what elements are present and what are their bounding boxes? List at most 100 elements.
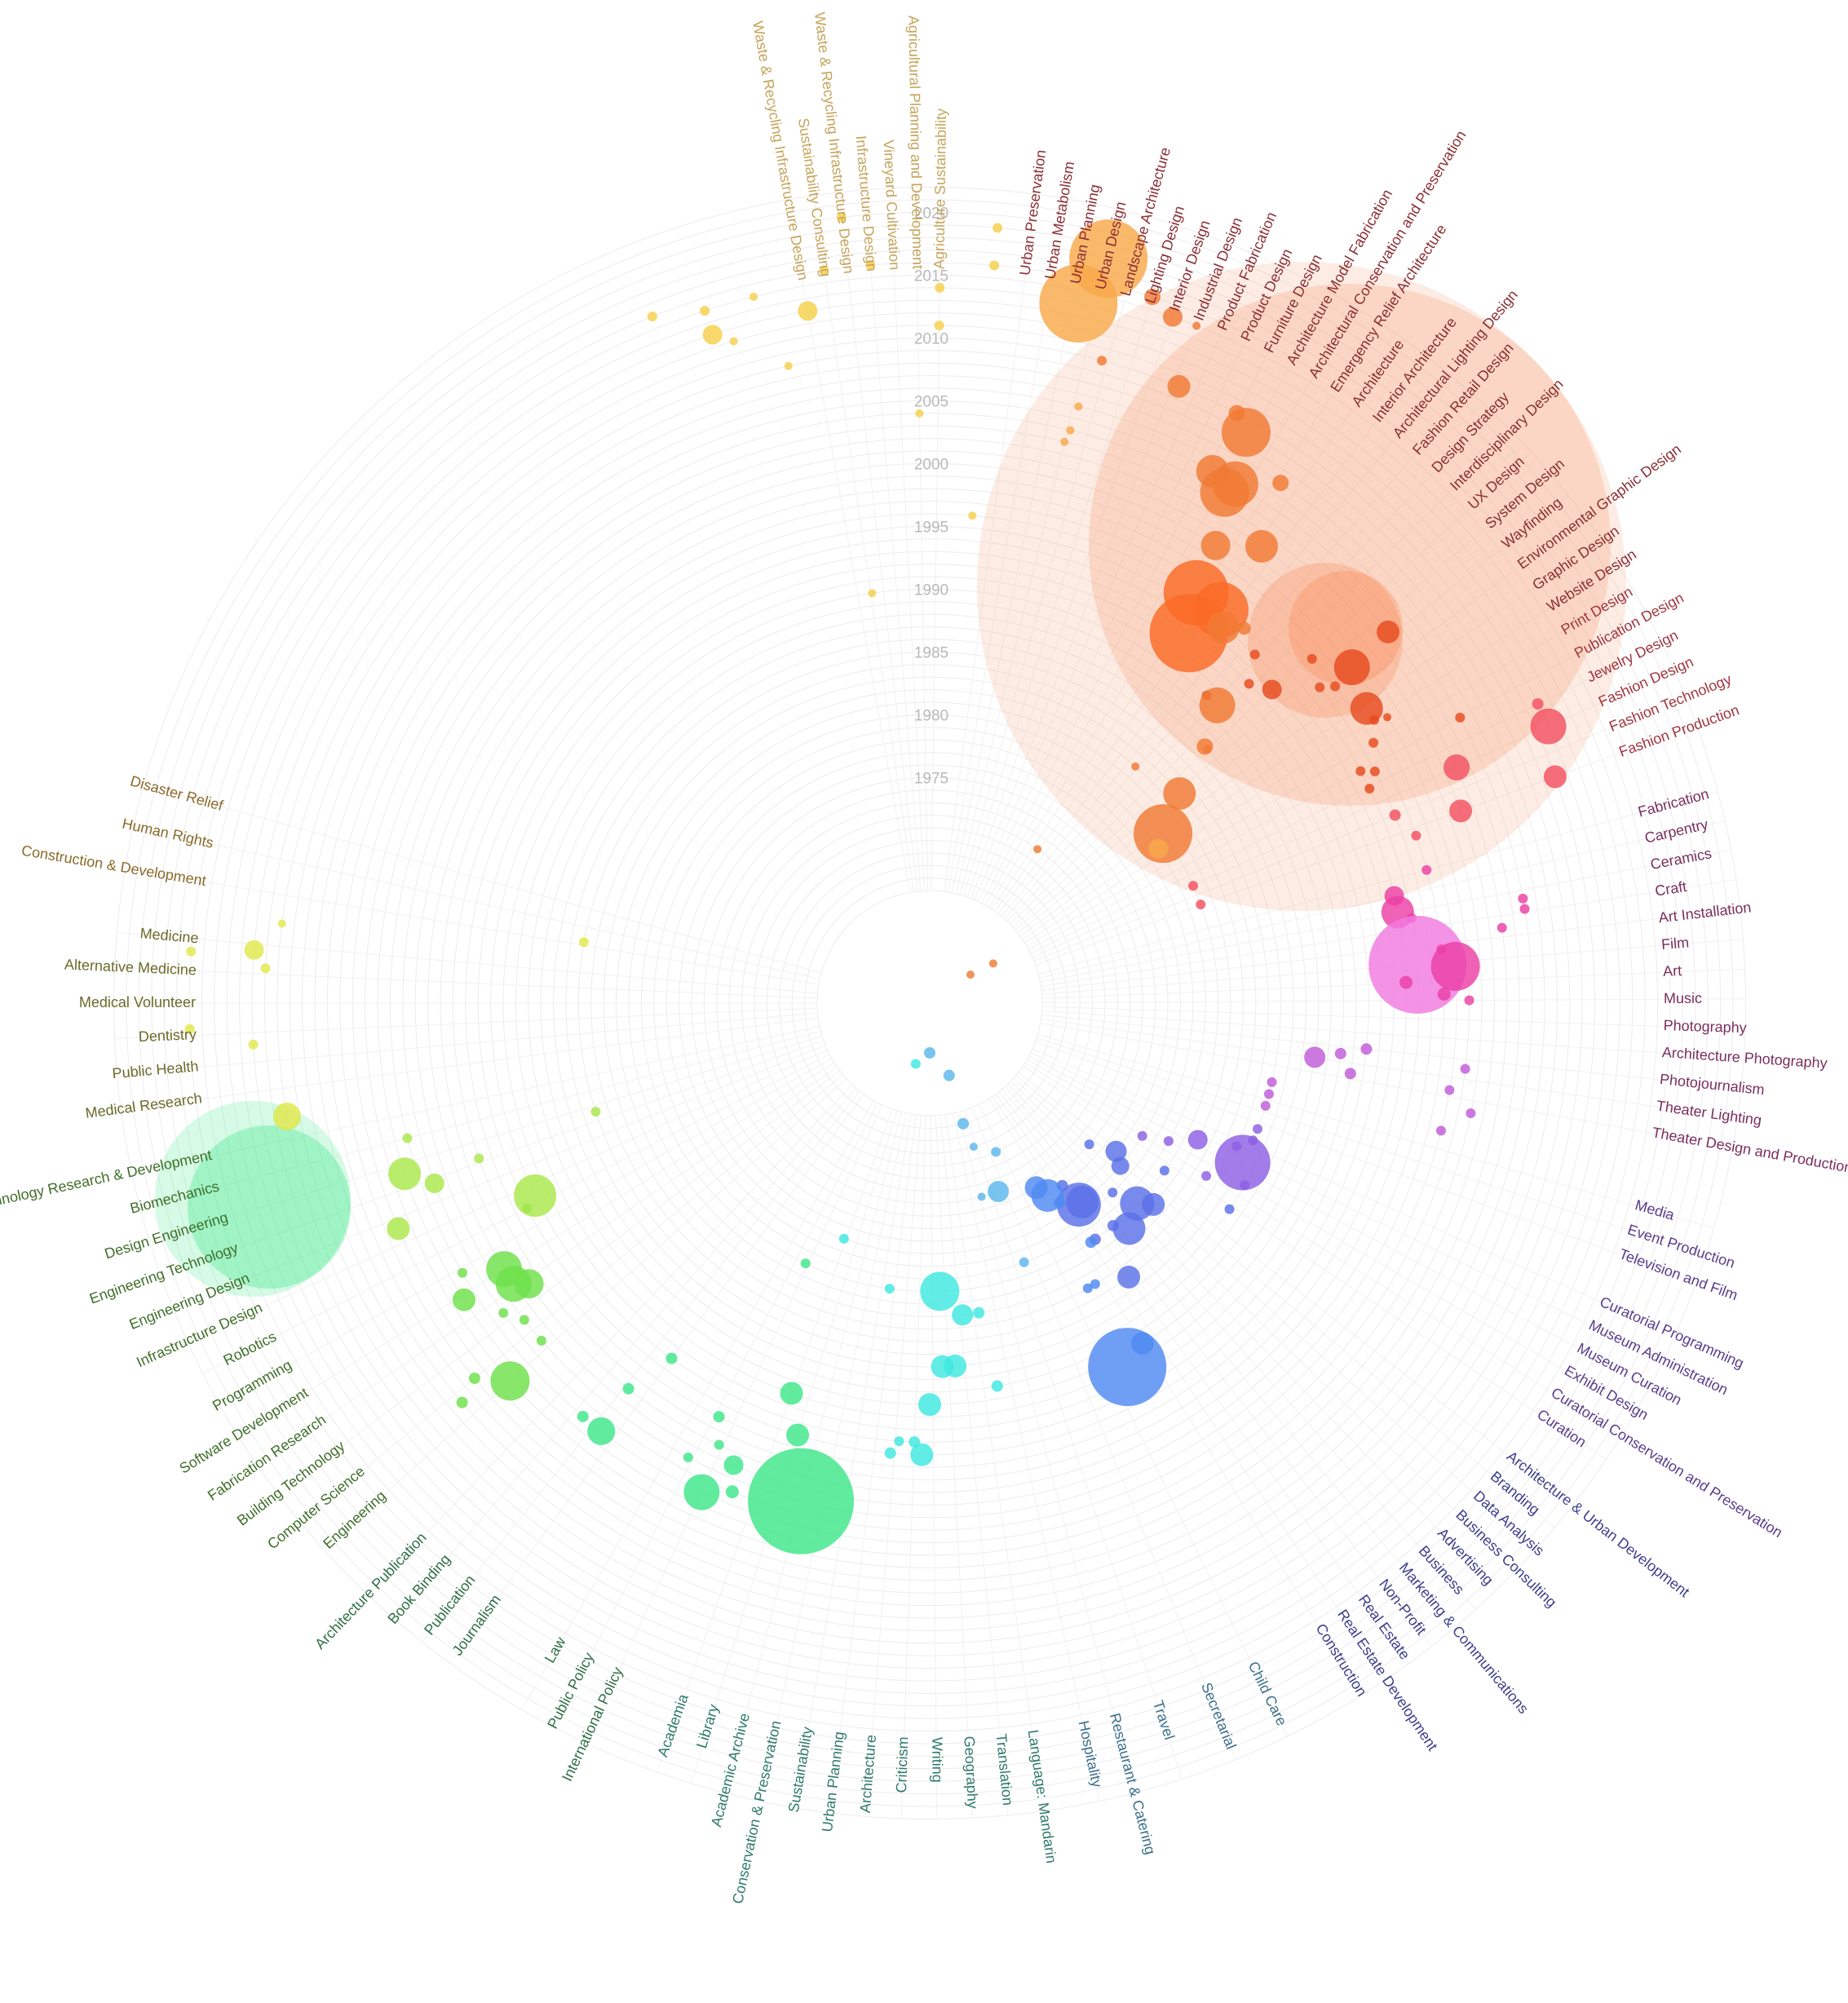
spoke	[931, 187, 942, 891]
spoke	[915, 187, 929, 891]
data-point	[838, 1233, 849, 1244]
category-label: Theater Lighting	[1656, 1098, 1763, 1129]
data-point	[800, 1258, 811, 1269]
data-point	[1112, 1212, 1146, 1245]
spoke	[963, 224, 1176, 896]
spoke	[1022, 540, 1603, 940]
spoke	[139, 1031, 821, 1208]
cluster-cloud	[977, 262, 1626, 911]
spoke	[970, 244, 1230, 899]
grid-ring	[113, 187, 1746, 1820]
grid-ring	[804, 878, 1055, 1129]
cluster-cloud	[1289, 571, 1403, 685]
grid-ring	[816, 890, 1043, 1116]
category-label: Alternative Medicine	[64, 956, 197, 978]
spoke	[1004, 391, 1471, 919]
data-point	[723, 1455, 744, 1475]
category-label: Agriculture Sustainability	[931, 108, 949, 269]
category-label: Craft	[1654, 878, 1688, 900]
spoke	[759, 1112, 907, 1802]
category-label: Construction & Development	[20, 842, 207, 890]
spoke	[979, 1103, 1288, 1737]
data-point	[1360, 1043, 1373, 1055]
data-point	[514, 1174, 557, 1218]
data-point	[1084, 1139, 1094, 1150]
category-label: Art Installation	[1658, 899, 1753, 926]
data-point	[966, 971, 975, 979]
spoke	[900, 1115, 926, 1819]
spoke	[1028, 616, 1649, 951]
data-point	[1074, 402, 1083, 411]
spoke	[449, 1094, 864, 1664]
year-label: 1990	[914, 581, 948, 599]
data-point	[458, 1267, 468, 1278]
data-point	[943, 1069, 955, 1081]
category-label: Urban Preservation	[1016, 148, 1049, 276]
data-point	[387, 1217, 410, 1240]
data-point	[1060, 437, 1069, 446]
data-point	[993, 223, 1003, 233]
category-label: Geography	[961, 1735, 981, 1809]
data-point	[1019, 1257, 1029, 1267]
data-point	[910, 1443, 934, 1466]
data-point	[1134, 804, 1193, 864]
spoke	[957, 1112, 1134, 1793]
data-point	[1107, 1187, 1118, 1198]
data-point	[1272, 475, 1289, 492]
data-point	[1196, 900, 1206, 910]
category-label: Academia	[654, 1691, 692, 1759]
data-point	[1464, 995, 1474, 1006]
spoke	[959, 216, 1148, 895]
data-point	[714, 1439, 724, 1450]
data-point	[1203, 745, 1212, 754]
data-point	[1518, 893, 1528, 904]
data-point	[1532, 698, 1544, 710]
category-label: Writing	[929, 1737, 945, 1783]
data-point	[1120, 1186, 1155, 1221]
spoke	[257, 1066, 838, 1466]
category-label: Photojournalism	[1659, 1071, 1765, 1098]
data-point	[1430, 941, 1480, 991]
spoke	[1037, 1033, 1714, 1229]
data-point	[924, 1047, 935, 1059]
data-point	[277, 919, 286, 928]
spoke	[117, 931, 818, 994]
category-label: Computer Science	[264, 1463, 368, 1553]
spoke	[187, 1049, 828, 1342]
data-point	[519, 1315, 529, 1325]
spoke	[974, 254, 1256, 900]
spoke	[1004, 1086, 1476, 1610]
data-point	[988, 959, 997, 968]
spoke	[1026, 590, 1634, 947]
data-point	[402, 1133, 413, 1143]
data-point	[1192, 321, 1201, 330]
data-point	[957, 1117, 969, 1130]
data-point	[798, 301, 818, 321]
data-point	[1519, 904, 1530, 914]
data-point	[456, 1396, 468, 1408]
spoke	[1027, 1059, 1637, 1412]
category-label: Photography	[1663, 1017, 1747, 1036]
category-labels: Waste & Recycling Infrastructure DesignS…	[0, 11, 1848, 1905]
cluster-cloud	[188, 1125, 351, 1289]
data-point	[1240, 1180, 1250, 1190]
grid-ring	[779, 852, 1081, 1154]
spoke	[1035, 1041, 1697, 1283]
data-point	[468, 1373, 480, 1385]
data-point	[1364, 783, 1375, 794]
data-point	[1090, 1279, 1100, 1289]
data-point	[918, 1393, 941, 1417]
data-point	[1355, 766, 1366, 776]
data-point	[868, 589, 877, 598]
data-point	[1131, 762, 1140, 771]
category-label: Fabrication	[1636, 785, 1710, 820]
data-point	[647, 312, 657, 322]
category-label: Dentistry	[138, 1026, 197, 1045]
spoke	[1010, 431, 1512, 925]
data-point	[1344, 1068, 1356, 1080]
data-point	[920, 1271, 960, 1311]
data-point	[836, 212, 847, 223]
category-label: Secretarial	[1198, 1680, 1240, 1751]
data-point	[1085, 1236, 1097, 1249]
data-point	[1460, 1063, 1470, 1074]
